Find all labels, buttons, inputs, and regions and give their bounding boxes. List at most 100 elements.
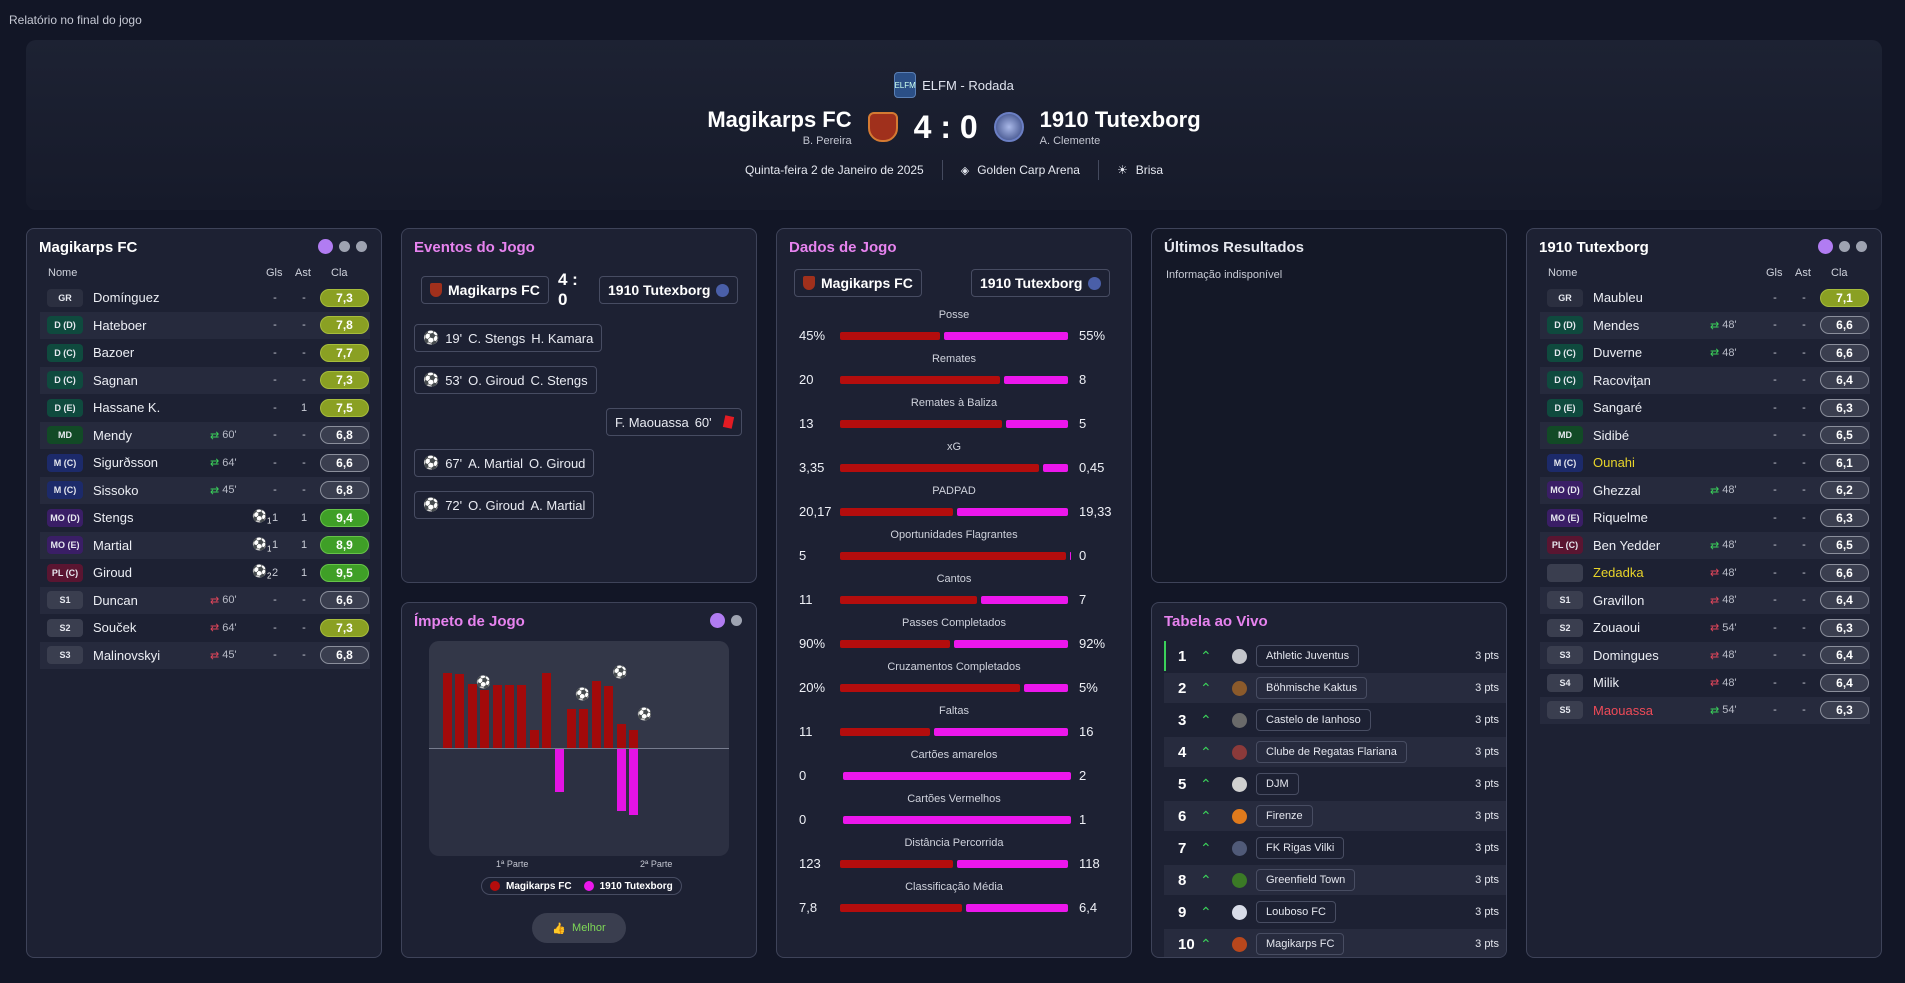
player-rating[interactable]: 7,3 <box>320 371 369 389</box>
player-rating[interactable]: 6,2 <box>1820 481 1869 499</box>
player-name[interactable]: Duverne <box>1593 345 1643 360</box>
player-name[interactable]: Gravillon <box>1593 592 1645 608</box>
view-toggle-1[interactable] <box>318 239 333 254</box>
player-name[interactable]: Stengs <box>93 510 134 525</box>
player-name[interactable]: Malinovskyi <box>93 647 161 663</box>
player-row[interactable]: D (C) Racoviţan - - 6,4 <box>1540 366 1870 394</box>
player-row[interactable]: D (C) Sagnan - - 7,3 <box>40 366 370 394</box>
table-row[interactable]: 7 ⌃ FK Rigas Vilki 3 pts <box>1164 833 1506 863</box>
player-row[interactable]: GR Domínguez - - 7,3 <box>40 284 370 311</box>
player-rating[interactable]: 7,3 <box>320 618 369 637</box>
player-row[interactable]: PL (C) Ben Yedder ⇄ 48' - - 6,5 <box>1540 531 1870 559</box>
col-name[interactable]: Nome <box>48 267 78 279</box>
col-cla[interactable]: Cla <box>331 267 348 279</box>
col-ast[interactable]: Ast <box>295 267 311 279</box>
player-rating[interactable]: 6,6 <box>1820 563 1869 582</box>
player-name[interactable]: Maubleu <box>1593 290 1643 305</box>
player-rating[interactable]: 9,5 <box>320 563 369 582</box>
player-name[interactable]: Ounahi <box>1593 455 1635 470</box>
player-rating[interactable]: 7,8 <box>320 316 369 334</box>
player-rating[interactable]: 6,3 <box>1820 618 1869 637</box>
player-row[interactable]: GR Maubleu - - 7,1 <box>1540 284 1870 311</box>
player-row[interactable]: S4 Milik ⇄ 48' - - 6,4 <box>1540 669 1870 696</box>
player-row[interactable]: MO (D) Ghezzal ⇄ 48' - - 6,2 <box>1540 476 1870 504</box>
table-row[interactable]: 5 ⌃ DJM 3 pts <box>1164 769 1506 799</box>
club-name[interactable]: Castelo de Ianhoso <box>1256 709 1371 731</box>
club-name[interactable]: Firenze <box>1256 805 1313 827</box>
home-manager[interactable]: B. Pereira <box>802 135 852 147</box>
player-name[interactable]: Martial <box>93 537 133 553</box>
player-rating[interactable]: 6,6 <box>320 453 369 472</box>
player-row[interactable]: D (C) Duverne ⇄ 48' - - 6,6 <box>1540 339 1870 366</box>
col-gls[interactable]: Gls <box>266 267 283 279</box>
player-row[interactable]: MO (E) Riquelme - - 6,3 <box>1540 504 1870 531</box>
stadium-name[interactable]: Golden Carp Arena <box>977 163 1080 177</box>
club-name[interactable]: Clube de Regatas Flariana <box>1256 741 1407 763</box>
player-row[interactable]: MO (D) Stengs ⚽1 1 1 9,4 <box>40 504 370 531</box>
club-name[interactable]: Magikarps FC <box>1256 933 1345 955</box>
player-name[interactable]: Sangaré <box>1593 400 1643 415</box>
club-name[interactable]: DJM <box>1256 773 1299 795</box>
player-name[interactable]: Sissoko <box>93 482 139 498</box>
player-rating[interactable]: 6,5 <box>1820 426 1869 444</box>
player-rating[interactable]: 9,4 <box>320 508 369 527</box>
player-row[interactable]: M (C) Sissoko ⇄ 45' - - 6,8 <box>40 476 370 504</box>
match-event[interactable]: F. Maouassa 60' <box>606 408 742 436</box>
player-name[interactable]: Sidibé <box>1593 427 1630 443</box>
player-row[interactable]: MO (E) Martial ⚽1 1 1 8,9 <box>40 531 370 559</box>
club-name[interactable]: Greenfield Town <box>1256 869 1356 891</box>
match-event[interactable]: ⚽ 72' O. Giroud A. Martial <box>414 491 595 519</box>
player-rating[interactable]: 7,7 <box>320 343 369 362</box>
club-name[interactable]: Böhmische Kaktus <box>1256 677 1368 699</box>
player-rating[interactable]: 6,6 <box>1820 316 1869 334</box>
view-toggle-2[interactable] <box>339 241 350 252</box>
player-row[interactable]: S1 Duncan ⇄ 60' - - 6,6 <box>40 586 370 614</box>
player-rating[interactable]: 8,9 <box>320 536 369 554</box>
player-rating[interactable]: 7,3 <box>320 288 369 307</box>
club-name[interactable]: Louboso FC <box>1256 901 1336 923</box>
player-name[interactable]: Zedadka <box>1593 565 1644 580</box>
table-row[interactable]: 8 ⌃ Greenfield Town 3 pts <box>1164 865 1506 895</box>
club-name[interactable]: Athletic Juventus <box>1256 645 1360 667</box>
match-event[interactable]: ⚽ 19' C. Stengs H. Kamara <box>414 324 603 352</box>
player-name[interactable]: Domingues <box>1593 647 1659 663</box>
table-row[interactable]: 3 ⌃ Castelo de Ianhoso 3 pts <box>1164 705 1506 735</box>
player-name[interactable]: Giroud <box>93 565 133 580</box>
player-rating[interactable]: 6,8 <box>320 481 369 499</box>
better-button[interactable]: 👍 Melhor <box>532 913 626 943</box>
table-row[interactable]: 9 ⌃ Louboso FC 3 pts <box>1164 897 1506 927</box>
player-name[interactable]: Zouaoui <box>1593 620 1640 635</box>
player-rating[interactable]: 6,4 <box>1820 673 1869 692</box>
col-gls[interactable]: Gls <box>1766 267 1783 279</box>
player-rating[interactable]: 6,3 <box>1820 398 1869 417</box>
player-rating[interactable]: 7,5 <box>320 398 369 417</box>
col-name[interactable]: Nome <box>1548 267 1578 279</box>
player-row[interactable]: S2 Souček ⇄ 64' - - 7,3 <box>40 614 370 641</box>
col-cla[interactable]: Cla <box>1831 267 1848 279</box>
view-toggle-1[interactable] <box>1818 239 1833 254</box>
player-row[interactable]: Zedadka ⇄ 48' - - 6,6 <box>1540 559 1870 586</box>
col-ast[interactable]: Ast <box>1795 267 1811 279</box>
player-rating[interactable]: 6,8 <box>320 426 369 444</box>
view-toggle-1[interactable] <box>710 613 725 628</box>
player-name[interactable]: Maouassa <box>1593 702 1653 718</box>
player-rating[interactable]: 6,4 <box>1820 371 1869 389</box>
player-name[interactable]: Sigurðsson <box>93 455 159 470</box>
player-name[interactable]: Sagnan <box>93 372 138 388</box>
away-manager[interactable]: A. Clemente <box>1039 135 1101 147</box>
player-name[interactable]: Mendy <box>93 427 133 443</box>
player-rating[interactable]: 6,4 <box>1820 646 1869 664</box>
club-name[interactable]: FK Rigas Vilki <box>1256 837 1345 859</box>
player-name[interactable]: Ben Yedder <box>1593 537 1661 553</box>
view-toggle-2[interactable] <box>1839 241 1850 252</box>
match-event[interactable]: ⚽ 53' O. Giroud C. Stengs <box>414 366 597 394</box>
player-name[interactable]: Mendes <box>1593 317 1640 333</box>
player-rating[interactable]: 6,6 <box>1820 343 1869 362</box>
player-row[interactable]: D (E) Hassane K. - 1 7,5 <box>40 394 370 421</box>
player-rating[interactable]: 6,5 <box>1820 536 1869 554</box>
player-rating[interactable]: 6,1 <box>1820 453 1869 472</box>
player-row[interactable]: D (E) Sangaré - - 6,3 <box>1540 394 1870 421</box>
table-row[interactable]: 4 ⌃ Clube de Regatas Flariana 3 pts <box>1164 737 1506 767</box>
player-name[interactable]: Domínguez <box>93 290 160 305</box>
view-toggle-3[interactable] <box>1856 241 1867 252</box>
